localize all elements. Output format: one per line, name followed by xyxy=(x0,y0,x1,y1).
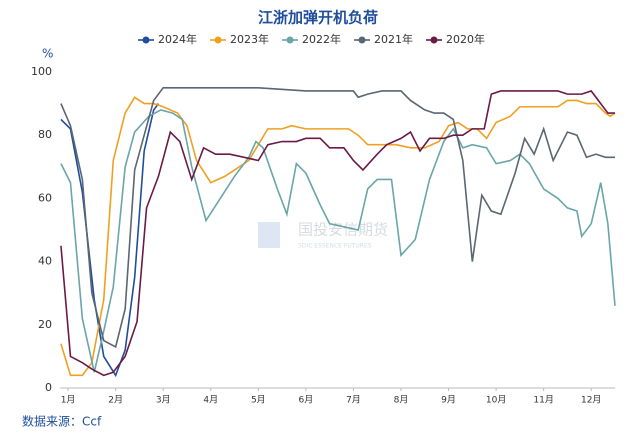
y-tick-label: 60 xyxy=(38,191,52,204)
legend-marker xyxy=(286,36,294,44)
series-line xyxy=(60,109,616,373)
y-tick-label: 80 xyxy=(38,128,52,141)
x-tick-label: 2月 xyxy=(108,395,123,406)
y-tick-label: 40 xyxy=(38,255,52,268)
x-tick-label: 12月 xyxy=(581,395,601,406)
legend-marker xyxy=(358,36,366,44)
series-line xyxy=(60,96,616,377)
watermark: 国投安信期货 xyxy=(298,221,388,239)
x-tick-label: 1月 xyxy=(61,395,76,406)
legend-label: 2024年 xyxy=(158,32,197,46)
y-tick-label: 20 xyxy=(38,318,52,331)
legend-label: 2022年 xyxy=(302,32,341,46)
x-tick-label: 3月 xyxy=(156,395,171,406)
x-tick-label: 7月 xyxy=(346,395,361,406)
series-line xyxy=(60,103,160,378)
y-tick-label: 0 xyxy=(45,381,52,394)
watermark-logo xyxy=(258,222,280,248)
x-tick-label: 5月 xyxy=(251,395,266,406)
watermark-sub: SDIC ESSENCE FUTURES xyxy=(298,243,372,250)
x-tick-label: 4月 xyxy=(203,395,218,406)
legend-marker xyxy=(142,36,150,44)
y-axis-label: % xyxy=(42,47,53,61)
legend-label: 2020年 xyxy=(446,32,485,46)
legend-marker xyxy=(430,36,438,44)
y-tick-label: 100 xyxy=(31,65,52,78)
legend-label: 2023年 xyxy=(230,32,269,46)
x-tick-label: 6月 xyxy=(299,395,314,406)
x-tick-label: 8月 xyxy=(394,395,409,406)
source-note: 数据来源：Ccf xyxy=(22,414,102,429)
x-tick-label: 10月 xyxy=(486,395,506,406)
legend-marker xyxy=(214,36,222,44)
x-tick-label: 11月 xyxy=(533,395,553,406)
series-line xyxy=(60,90,615,377)
chart-title: 江浙加弹开机负荷 xyxy=(258,9,378,27)
x-tick-label: 9月 xyxy=(441,395,456,406)
series-line xyxy=(60,87,615,349)
legend-label: 2021年 xyxy=(374,32,413,46)
